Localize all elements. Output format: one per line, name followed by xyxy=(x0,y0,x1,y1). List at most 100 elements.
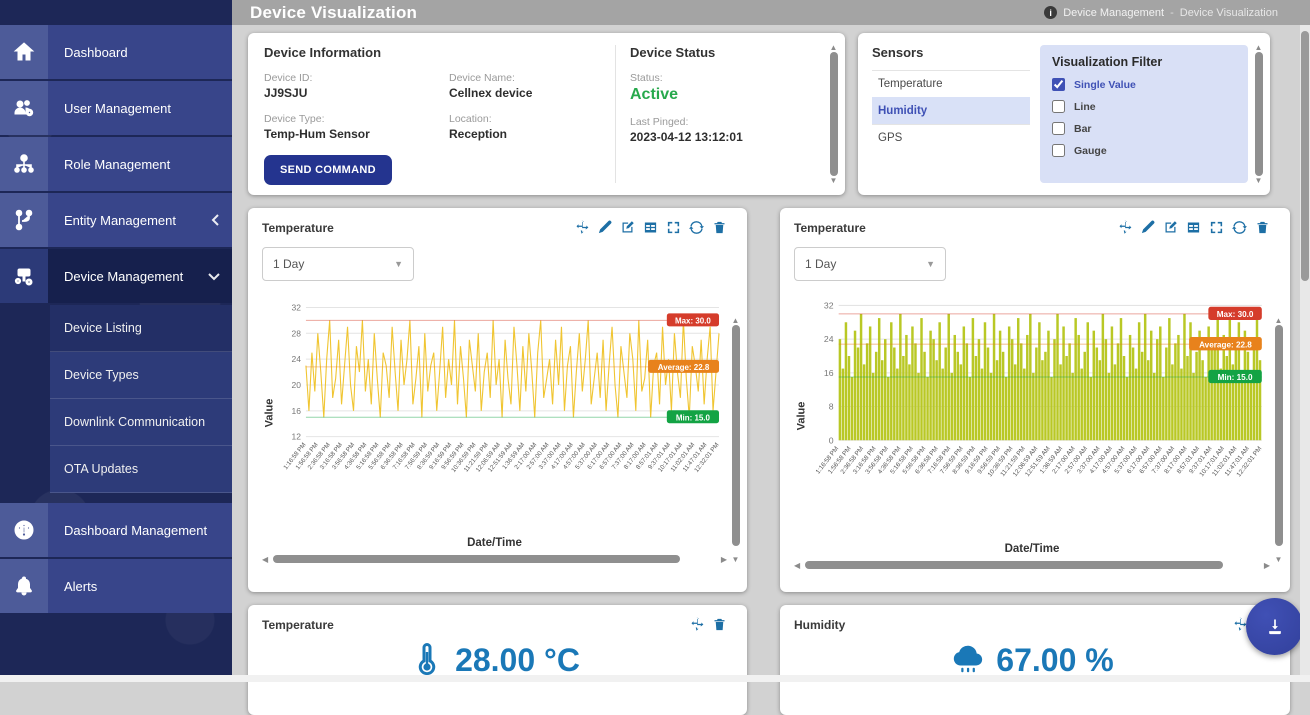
chart-vertical-scrollbar[interactable]: ▲ ▼ xyxy=(729,316,742,564)
scrollbar-thumb[interactable] xyxy=(1255,52,1263,176)
field-value: Cellnex device xyxy=(449,86,605,100)
scroll-left-icon[interactable]: ◀ xyxy=(794,561,800,570)
sidebar-subitem-device-types[interactable]: Device Types xyxy=(50,352,232,399)
fullscreen-icon[interactable] xyxy=(666,220,681,235)
sensors-card-scrollbar[interactable]: ▲ ▼ xyxy=(1252,43,1265,185)
y-axis-title: Value xyxy=(794,291,808,541)
scroll-left-icon[interactable]: ◀ xyxy=(262,555,268,564)
field-device-name: Device Name: Cellnex device xyxy=(449,72,605,100)
chart-toolbar xyxy=(1117,220,1270,235)
move-icon[interactable] xyxy=(1117,220,1132,235)
trash-icon[interactable] xyxy=(712,220,727,235)
sidebar-subitem-ota-updates[interactable]: OTA Updates xyxy=(50,446,232,493)
chart-title: Temperature xyxy=(794,221,866,235)
sensor-item-temperature[interactable]: Temperature xyxy=(872,70,1030,97)
move-icon[interactable] xyxy=(1232,617,1247,632)
viz-option-gauge[interactable]: Gauge xyxy=(1052,144,1236,157)
page-title: Device Visualization xyxy=(250,3,417,23)
chart-vertical-scrollbar[interactable]: ▲ ▼ xyxy=(1272,316,1285,564)
scroll-right-icon[interactable]: ▶ xyxy=(721,555,727,564)
temperature-value-card: Temperature 28.00 °C xyxy=(248,605,747,715)
device-card-scrollbar[interactable]: ▲ ▼ xyxy=(827,43,840,185)
scrollbar-thumb[interactable] xyxy=(805,561,1222,569)
chart-horizontal-scrollbar[interactable]: ◀ ▶ xyxy=(794,559,1270,571)
range-selector-dropdown[interactable]: 1 Day ▼ xyxy=(262,247,414,281)
viz-option-checkbox-2[interactable] xyxy=(1052,122,1065,135)
chart-horizontal-scrollbar[interactable]: ◀ ▶ xyxy=(262,553,727,565)
status-badge: Active xyxy=(630,86,819,104)
table-icon[interactable] xyxy=(643,220,658,235)
range-selector-dropdown[interactable]: 1 Day ▼ xyxy=(794,247,946,281)
sidebar-subitem-downlink-communication[interactable]: Downlink Communication xyxy=(50,399,232,446)
scroll-right-icon[interactable]: ▶ xyxy=(1264,561,1270,570)
sidebar-item-device-management[interactable]: Device Management xyxy=(0,249,232,303)
sidebar-item-dashboard-management[interactable]: Dashboard Management xyxy=(0,503,232,557)
sidebar-item-entity-management[interactable]: Entity Management xyxy=(0,193,232,247)
main-content: Device Information Device ID: JJ9SJU Dev… xyxy=(232,25,1298,675)
edit-icon[interactable] xyxy=(620,220,635,235)
viz-option-label: Single Value xyxy=(1074,79,1136,91)
refresh-icon[interactable] xyxy=(1232,220,1247,235)
viz-option-checkbox-3[interactable] xyxy=(1052,144,1065,157)
trash-icon[interactable] xyxy=(712,617,727,632)
sidebar-item-role-management[interactable]: Role Management xyxy=(0,137,232,191)
edit-icon[interactable] xyxy=(1163,220,1178,235)
home-icon xyxy=(0,25,48,79)
bar-chart-plot-area[interactable]: 08162432Max: 30.0Average: 22.8Min: 15.01… xyxy=(808,291,1270,541)
sidebar-subitem-device-listing[interactable]: Device Listing xyxy=(50,305,232,352)
viz-option-checkbox-0[interactable] xyxy=(1052,78,1065,91)
send-command-button[interactable]: SEND COMMAND xyxy=(264,155,392,185)
scroll-up-icon[interactable]: ▲ xyxy=(732,316,740,325)
info-icon[interactable]: i xyxy=(1044,6,1057,19)
download-fab-button[interactable] xyxy=(1246,598,1303,655)
page-scrollbar[interactable] xyxy=(1300,25,1310,675)
refresh-icon[interactable] xyxy=(689,220,704,235)
gauge-icon xyxy=(0,503,48,557)
move-icon[interactable] xyxy=(574,220,589,235)
sidebar-item-user-management[interactable]: User Management xyxy=(0,81,232,135)
scrollbar-thumb[interactable] xyxy=(273,555,680,563)
scroll-down-icon[interactable]: ▼ xyxy=(1255,176,1263,185)
scroll-down-icon[interactable]: ▼ xyxy=(1275,555,1283,564)
scrollbar-thumb[interactable] xyxy=(1301,31,1309,281)
svg-text:Max: 30.0: Max: 30.0 xyxy=(1217,310,1254,319)
device-info-title: Device Information xyxy=(264,45,605,60)
viz-option-bar[interactable]: Bar xyxy=(1052,122,1236,135)
scroll-up-icon[interactable]: ▲ xyxy=(1275,316,1283,325)
device-information-card: Device Information Device ID: JJ9SJU Dev… xyxy=(248,33,845,195)
fullscreen-icon[interactable] xyxy=(1209,220,1224,235)
subitem-label: Downlink Communication xyxy=(64,415,205,429)
sensor-item-gps[interactable]: GPS xyxy=(872,124,1030,151)
entity-branch-icon xyxy=(0,193,48,247)
viz-option-single-value[interactable]: Single Value xyxy=(1052,78,1236,91)
status-label: Status: xyxy=(630,72,819,84)
scroll-up-icon[interactable]: ▲ xyxy=(830,43,838,52)
field-value: JJ9SJU xyxy=(264,86,449,100)
last-pinged-label: Last Pinged: xyxy=(630,116,819,128)
sensor-item-humidity[interactable]: Humidity xyxy=(872,97,1030,124)
svg-text:12: 12 xyxy=(292,432,302,442)
trash-icon[interactable] xyxy=(1255,220,1270,235)
scroll-up-icon[interactable]: ▲ xyxy=(1255,43,1263,52)
pen-icon[interactable] xyxy=(1140,220,1155,235)
range-selector-value: 1 Day xyxy=(805,257,836,271)
sidebar-nav: Dashboard User Management Role Managemen… xyxy=(0,25,232,613)
breadcrumb-section[interactable]: Device Management xyxy=(1063,7,1164,19)
table-icon[interactable] xyxy=(1186,220,1201,235)
scrollbar-thumb[interactable] xyxy=(1275,325,1283,546)
viz-option-checkbox-1[interactable] xyxy=(1052,100,1065,113)
pen-icon[interactable] xyxy=(597,220,612,235)
scrollbar-thumb[interactable] xyxy=(732,325,740,546)
scroll-down-icon[interactable]: ▼ xyxy=(830,176,838,185)
viz-option-line[interactable]: Line xyxy=(1052,100,1236,113)
svg-text:28: 28 xyxy=(292,328,302,338)
move-icon[interactable] xyxy=(689,617,704,632)
sidebar-item-dashboard[interactable]: Dashboard xyxy=(0,25,232,79)
scroll-down-icon[interactable]: ▼ xyxy=(732,555,740,564)
sidebar-item-alerts[interactable]: Alerts xyxy=(0,559,232,613)
line-chart-plot-area[interactable]: 121620242832Max: 30.0Average: 22.8Min: 1… xyxy=(276,291,727,535)
subitem-label: Device Listing xyxy=(64,321,142,335)
temperature-bar-chart-card: Temperature 1 Day ▼ Value 08162432Max: 3… xyxy=(780,208,1290,592)
scrollbar-thumb[interactable] xyxy=(830,52,838,176)
svg-text:20: 20 xyxy=(292,380,302,390)
